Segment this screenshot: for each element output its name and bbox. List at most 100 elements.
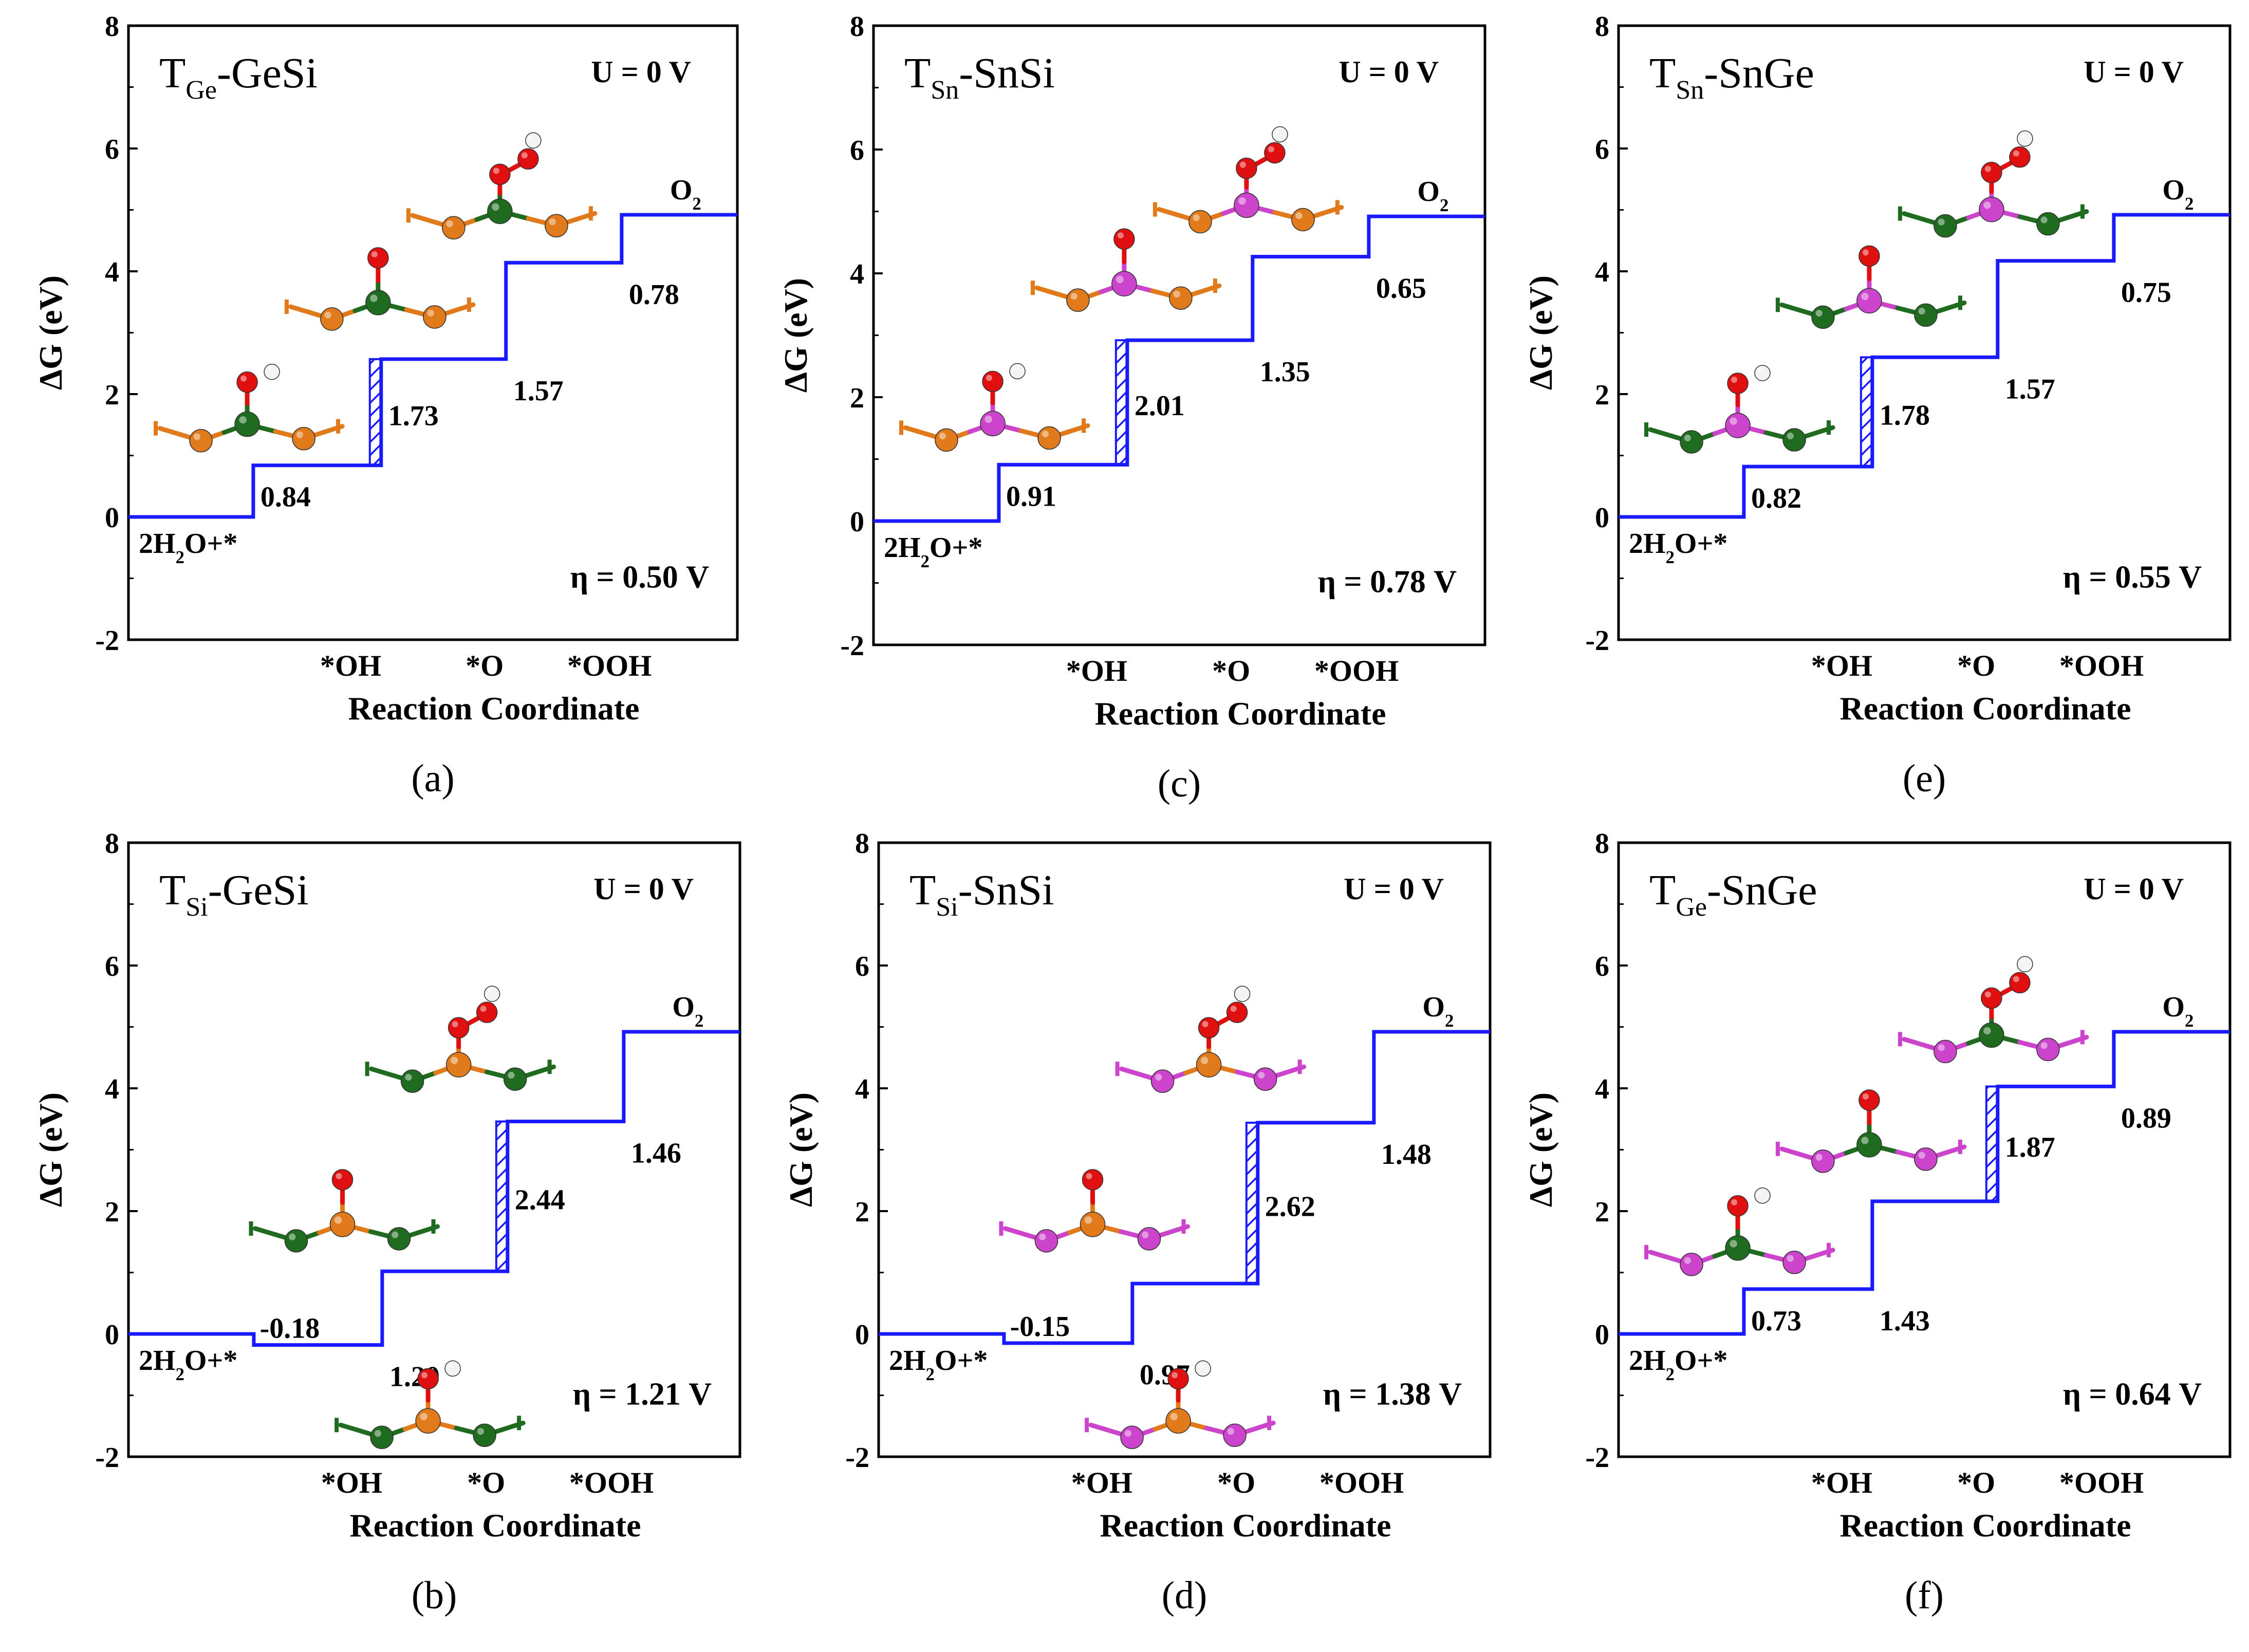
panel-e-structure-oh-icon-atom-3-highlight xyxy=(1787,432,1794,439)
panel-c-step-label-0: 0.91 xyxy=(1006,480,1056,512)
panel-d-structure-o-icon-atom-1 xyxy=(1034,1229,1058,1253)
panel-e-structure-ooh-icon-o2-atom xyxy=(2009,146,2031,168)
panel-e-structure-o-icon xyxy=(1775,245,1967,329)
panel-a-ytick-label-2: 2 xyxy=(105,379,119,411)
panel-d-structure-o-icon-o-atom xyxy=(1082,1169,1104,1191)
panel-a-structure-oh-icon-h-atom xyxy=(264,363,280,380)
panel-e-structure-o-icon-o-atom-highlight xyxy=(1862,249,1869,256)
panel-e-structure-ooh-icon-atom-3 xyxy=(2036,212,2060,236)
panel-a-structure-oh-icon-bond-0-a xyxy=(157,426,183,437)
panel-c-structure-oh-icon-atom-2 xyxy=(980,411,1006,437)
panel-e-end-label: O2 xyxy=(2162,174,2194,214)
panel-d-structure-o-icon-atom-3 xyxy=(1137,1227,1161,1251)
panel-d-xcat-1: *O xyxy=(1217,1466,1255,1499)
panel-b-structure-o-icon-atom-3-highlight xyxy=(392,1231,399,1238)
panel-d-end-label: O2 xyxy=(1422,991,1454,1031)
panel-b-structure-ooh-icon-atom-2 xyxy=(445,1052,472,1078)
panel-c: -2 0 2 4 6 8 ΔG (eV) *OH *O *OOH Reaction Coordina… xyxy=(777,11,1486,805)
panel-a-structure-oh-icon-atom-3-highlight xyxy=(296,431,303,438)
panel-f-structure-oh-icon-h-atom-highlight xyxy=(1757,1191,1762,1196)
panel-e-structure-ooh-icon-h-atom xyxy=(2017,130,2033,147)
panel-b-structure-o-icon-o-atom-highlight xyxy=(336,1173,342,1179)
panel-a-label: (a) xyxy=(411,757,454,800)
panel-e-ytick-label-1: 0 xyxy=(1595,502,1609,534)
panel-a-structure-o-icon-atom-1 xyxy=(320,307,344,331)
panel-c-structure-o-icon xyxy=(1030,228,1222,312)
panel-f-step-label-1: 1.43 xyxy=(1880,1305,1930,1337)
panel-d-structure-oh-icon-atom-2 xyxy=(1165,1408,1191,1434)
panel-d-ytick-label-2: 2 xyxy=(855,1196,869,1228)
panel-f-title: TGe-SnGe xyxy=(1649,866,1817,922)
panel-b-ytick-label-0: -2 xyxy=(95,1442,119,1474)
panel-b-structure-ooh-icon-atom-3 xyxy=(503,1067,527,1091)
panel-a-structure-oh-icon-atom-3 xyxy=(292,426,315,451)
panel-f-structure-oh-icon xyxy=(1644,1187,1835,1276)
panel-a-structure-o-icon-o-atom-highlight xyxy=(371,251,378,257)
panel-b-structure-ooh-icon-h-atom xyxy=(484,986,500,1002)
panel-b-title: TSi-GeSi xyxy=(159,866,309,922)
panel-c-structure-ooh-icon-atom-3-highlight xyxy=(1295,212,1303,219)
panel-e-structure-ooh-icon-atom-1 xyxy=(1934,214,1957,238)
panel-b-label: (b) xyxy=(412,1574,457,1617)
panel-f-structure-ooh-icon-h-atom-highlight xyxy=(2020,959,2025,964)
panel-e-structure-ooh-icon-atom-1-highlight xyxy=(1938,218,1945,226)
panel-e-structure-oh-icon-atom-1-highlight xyxy=(1684,434,1691,441)
panel-d-structure-oh-icon-atom-1 xyxy=(1120,1425,1144,1449)
panel-d-step-label-3: 1.48 xyxy=(1381,1139,1432,1171)
panel-e-structure-ooh-icon-atom-3-highlight xyxy=(2040,216,2048,224)
panel-a-structure-o-icon-atom-2-highlight xyxy=(370,294,378,302)
panel-d-structure-o-icon-atom-1-highlight xyxy=(1039,1233,1046,1240)
panel-e-structure-ooh-icon-o2-atom-highlight xyxy=(2013,150,2019,157)
panel-a-ytick-label-4: 6 xyxy=(105,134,119,165)
panel-f-label: (f) xyxy=(1905,1574,1944,1617)
panel-b-structure-o-icon-atom-1 xyxy=(284,1229,308,1253)
panel-b-ytick-label-1: 0 xyxy=(105,1319,119,1351)
panel-e-structure-oh-icon-atom-3 xyxy=(1782,428,1806,452)
panel-e-structure-oh-icon-atom-2 xyxy=(1725,413,1751,438)
panel-a-energy-line xyxy=(128,213,737,519)
panel-e-structure-oh-icon-o-atom xyxy=(1727,373,1749,394)
panel-f-xlabel: Reaction Coordinate xyxy=(1839,1507,2131,1544)
panel-f-structure-o-icon-atom-2-highlight xyxy=(1861,1137,1869,1144)
panel-d-structure-ooh-icon-o2-atom xyxy=(1226,1001,1248,1023)
panel-a-ytick-label-5: 8 xyxy=(105,11,119,43)
panel-f-energy-line xyxy=(1619,1030,2230,1336)
panel-b-xcat-0: *OH xyxy=(321,1466,382,1499)
panel-c-structure-o-icon-atom-1 xyxy=(1066,288,1090,312)
panel-b-structure-oh-icon-bond-0-a xyxy=(338,1422,364,1434)
panel-c-structure-oh-icon-atom-1 xyxy=(935,428,958,452)
panel-f-structure-o-icon-atom-3 xyxy=(1914,1147,1938,1171)
panel-d-structure-ooh-icon-atom-2 xyxy=(1196,1052,1222,1078)
panel-a-start-label: 2H2O+* xyxy=(139,528,237,567)
panel-f-structure-ooh-icon-o1-atom-highlight xyxy=(1984,991,1991,998)
panel-c-structure-ooh-icon-atom-2-highlight xyxy=(1238,197,1246,205)
panel-b-structure-oh-icon-h-atom xyxy=(444,1360,461,1377)
panel-b-xlabel: Reaction Coordinate xyxy=(349,1507,641,1544)
panel-e-structure-o-icon-atom-3 xyxy=(1914,303,1938,327)
panel-a-structure-oh-icon-h-atom-highlight xyxy=(267,366,272,372)
panel-a-xlabel: Reaction Coordinate xyxy=(348,690,639,727)
panel-f-structure-ooh-icon-atom-1-highlight xyxy=(1938,1044,1945,1051)
panel-e-structure-ooh-icon-atom-2-highlight xyxy=(1983,201,1991,209)
panel-b-structure-ooh-icon-o1-atom-highlight xyxy=(452,1021,458,1028)
panel-a-structure-ooh-icon-h-atom-highlight xyxy=(528,135,533,140)
panel-b-structure-ooh-icon-atom-3-highlight xyxy=(508,1071,515,1079)
panel-d-structure-ooh-icon-o1-atom xyxy=(1198,1017,1220,1038)
panel-a-structure-o-icon-atom-3 xyxy=(423,305,447,329)
panel-c-structure-oh-icon-atom-3 xyxy=(1037,426,1061,450)
panel-b-structure-oh-icon-atom-1 xyxy=(370,1425,394,1449)
panel-e-structure-oh-icon-bond-0-a xyxy=(1648,427,1674,438)
panel-c-structure-oh-icon-atom-2-highlight xyxy=(984,415,992,423)
panel-d-ytick-label-0: -2 xyxy=(845,1442,869,1474)
panel-e-structure-o-icon-atom-2-highlight xyxy=(1861,292,1869,301)
panel-a-structure-ooh-icon-atom-2-highlight xyxy=(492,203,499,211)
panel-c-structure-ooh-icon-atom-3 xyxy=(1291,208,1315,232)
panel-d-ytick-label-1: 0 xyxy=(855,1319,869,1351)
panel-e-energy-line xyxy=(1619,213,2230,519)
panel-d: -2 0 2 4 6 8 ΔG (eV) *OH *O *OOH Reaction Coordina… xyxy=(783,828,1492,1617)
panel-d-structure-oh-icon xyxy=(1085,1360,1276,1449)
panel-c-structure-ooh-icon-atom-1 xyxy=(1188,210,1212,234)
panel-a-structure-oh-icon-atom-2-highlight xyxy=(239,416,247,424)
panel-f-structure-o-icon xyxy=(1775,1089,1967,1173)
